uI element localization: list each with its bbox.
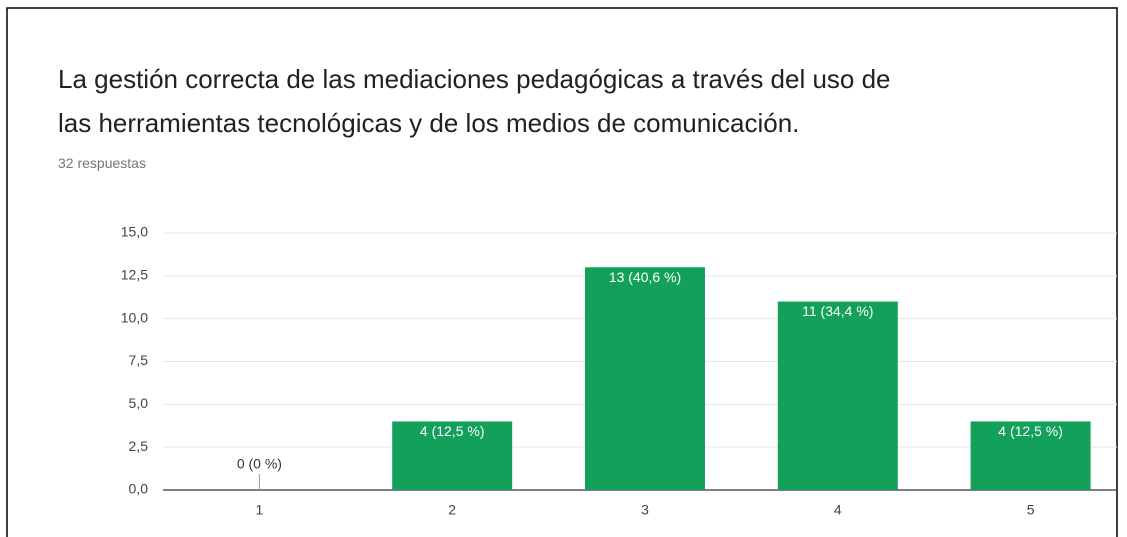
chart-subtitle: 32 respuestas	[58, 155, 146, 171]
y-tick-label: 7,5	[129, 352, 149, 368]
bar	[392, 421, 513, 490]
x-tick-label: 2	[448, 502, 456, 518]
value-label: 4 (12,5 %)	[420, 423, 485, 439]
y-tick-label: 5,0	[129, 395, 149, 411]
y-tick-label: 0,0	[129, 481, 149, 497]
x-tick-label: 5	[1027, 502, 1035, 518]
value-label: 11 (34,4 %)	[802, 303, 873, 319]
value-label: 13 (40,6 %)	[609, 269, 681, 285]
chart-title: las herramientas tecnológicas y de los m…	[58, 108, 799, 138]
value-label: 0 (0 %)	[237, 456, 282, 472]
bar	[585, 267, 705, 490]
frame	[6, 7, 1118, 537]
x-tick-label: 4	[834, 502, 842, 518]
y-tick-label: 15,0	[121, 224, 148, 240]
y-tick-label: 2,5	[129, 438, 149, 454]
y-tick-label: 10,0	[121, 309, 148, 325]
chart-title: La gestión correcta de las mediaciones p…	[58, 64, 891, 94]
bar	[777, 301, 898, 490]
bar	[970, 421, 1091, 490]
x-tick-label: 1	[256, 502, 264, 518]
value-label: 4 (12,5 %)	[998, 423, 1063, 439]
x-tick-label: 3	[641, 502, 649, 518]
y-tick-label: 12,5	[121, 267, 148, 283]
